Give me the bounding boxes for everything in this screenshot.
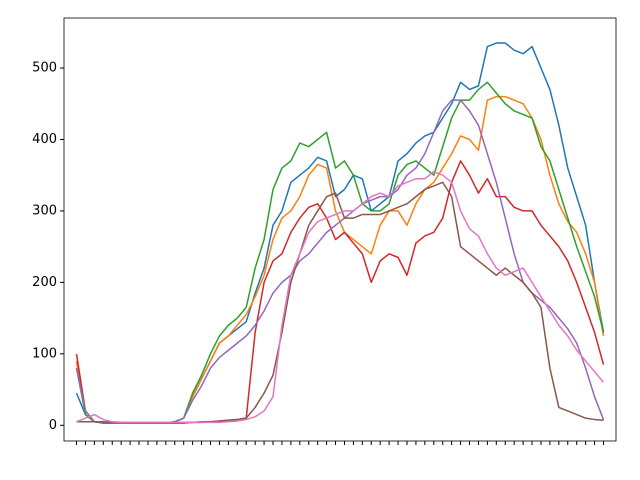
series-line: [76, 181, 604, 424]
y-tick-label: 200: [32, 275, 57, 290]
series-line: [76, 170, 605, 424]
plot-frame: [63, 17, 617, 442]
y-tick-label: 400: [32, 132, 57, 147]
y-tick-label: 0: [49, 418, 57, 433]
y-tick-label: 300: [32, 203, 57, 218]
series-line: [75, 95, 605, 424]
series-line: [75, 99, 605, 424]
series-line: [75, 160, 605, 424]
y-tick-label: 500: [32, 61, 57, 76]
y-tick-label: 100: [32, 346, 57, 361]
series-line: [75, 42, 605, 424]
series-line: [75, 81, 605, 424]
